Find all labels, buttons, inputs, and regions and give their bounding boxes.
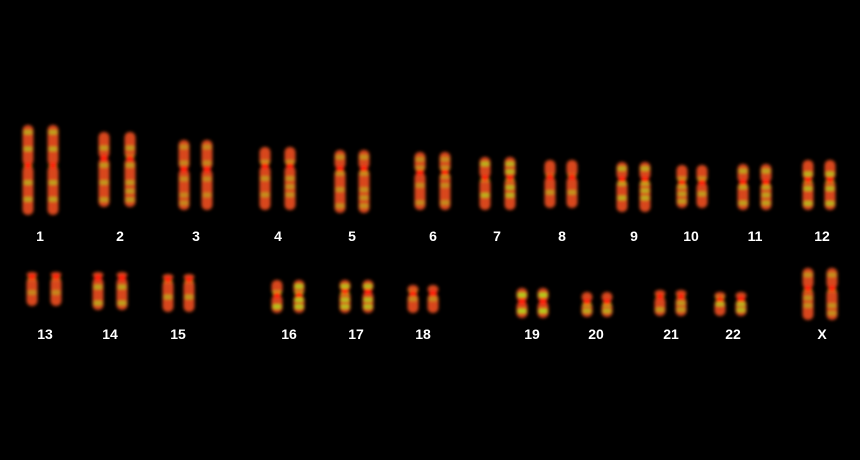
chromosome-label-16: 16 xyxy=(281,326,297,342)
chromosome-pair-3 xyxy=(179,140,213,210)
chromosome-pair-8 xyxy=(545,160,578,208)
chromosome xyxy=(715,292,726,316)
chromosome xyxy=(163,274,174,312)
chromosome xyxy=(99,132,110,207)
chromosome-pair-19 xyxy=(517,288,549,318)
chromosome-label-12: 12 xyxy=(814,228,830,244)
chromosome-pair-10 xyxy=(677,165,708,208)
chromosome xyxy=(51,272,62,306)
chromosome xyxy=(359,150,370,213)
chromosome xyxy=(340,280,351,313)
chromosome-label-21: 21 xyxy=(663,326,679,342)
chromosome-label-1: 1 xyxy=(36,228,44,244)
chromosome xyxy=(538,288,549,318)
chromosome xyxy=(179,140,190,210)
chromosome-label-18: 18 xyxy=(415,326,431,342)
chromosome-pair-7 xyxy=(480,157,516,210)
chromosome xyxy=(676,290,687,316)
chromosome-pair-2 xyxy=(99,132,136,207)
chromosome xyxy=(408,285,419,313)
chromosome xyxy=(294,280,305,313)
chromosome xyxy=(517,288,528,318)
chromosome xyxy=(697,165,708,208)
chromosome xyxy=(736,292,747,316)
chromosome xyxy=(825,160,836,210)
chromosome xyxy=(27,272,38,306)
chromosome xyxy=(285,147,296,210)
chromosome xyxy=(125,132,136,207)
chromosome xyxy=(617,162,628,212)
chromosome-label-3: 3 xyxy=(192,228,200,244)
chromosome xyxy=(202,140,213,210)
chromosome xyxy=(184,274,195,312)
chromosome-pair-18 xyxy=(408,285,439,313)
chromosome-label-6: 6 xyxy=(429,228,437,244)
chromosome-label-19: 19 xyxy=(524,326,540,342)
chromosome-label-X: X xyxy=(817,326,826,342)
chromosome-pair-12 xyxy=(803,160,836,210)
chromosome-pair-11 xyxy=(738,164,772,210)
chromosome-pair-14 xyxy=(93,272,128,310)
chromosome xyxy=(582,292,593,317)
chromosome xyxy=(272,280,283,313)
chromosome xyxy=(677,165,688,208)
chromosome-label-14: 14 xyxy=(102,326,118,342)
chromosome-label-17: 17 xyxy=(348,326,364,342)
chromosome xyxy=(23,125,34,215)
chromosome xyxy=(93,272,104,310)
chromosome xyxy=(803,268,814,320)
chromosome-pair-21 xyxy=(655,290,687,316)
chromosome xyxy=(545,160,556,208)
chromosome-pair-9 xyxy=(617,162,651,212)
chromosome-label-22: 22 xyxy=(725,326,741,342)
chromosome xyxy=(827,268,838,320)
chromosome-pair-13 xyxy=(27,272,62,306)
chromosome xyxy=(655,290,666,316)
chromosome-pair-6 xyxy=(415,152,451,210)
chromosome-pair-4 xyxy=(260,147,296,210)
chromosome-label-11: 11 xyxy=(748,228,763,244)
chromosome-pair-X xyxy=(803,268,838,320)
chromosome-label-8: 8 xyxy=(558,228,566,244)
chromosome-label-10: 10 xyxy=(683,228,699,244)
chromosome xyxy=(567,160,578,208)
chromosome xyxy=(440,152,451,210)
chromosome-label-13: 13 xyxy=(37,326,53,342)
chromosome xyxy=(335,150,346,213)
chromosome-pair-16 xyxy=(272,280,305,313)
chromosome-pair-17 xyxy=(340,280,374,313)
chromosome xyxy=(428,285,439,313)
chromosome-pair-15 xyxy=(163,274,195,312)
chromosome xyxy=(761,164,772,210)
chromosome-label-5: 5 xyxy=(348,228,356,244)
chromosome xyxy=(363,280,374,313)
chromosome xyxy=(260,147,271,210)
chromosome xyxy=(415,152,426,210)
chromosome-label-2: 2 xyxy=(116,228,124,244)
chromosome-label-4: 4 xyxy=(274,228,282,244)
chromosome-label-9: 9 xyxy=(630,228,638,244)
chromosome xyxy=(738,164,749,210)
chromosome-pair-5 xyxy=(335,150,370,213)
chromosome-pair-22 xyxy=(715,292,747,316)
chromosome xyxy=(117,272,128,310)
karyotype-image: 1 2 3 4 5 6 7 8 9 10 11 12 13 14 15 16 17 18 19 20 21 22 X xyxy=(0,0,860,460)
chromosome xyxy=(480,157,491,210)
chromosome-label-7: 7 xyxy=(493,228,501,244)
chromosome xyxy=(48,125,59,215)
chromosome xyxy=(803,160,814,210)
chromosome xyxy=(505,157,516,210)
chromosome-label-15: 15 xyxy=(170,326,186,342)
chromosome-label-20: 20 xyxy=(588,326,604,342)
chromosome-pair-1 xyxy=(23,125,59,215)
chromosome xyxy=(602,292,613,317)
chromosome xyxy=(640,162,651,212)
chromosome-pair-20 xyxy=(582,292,613,317)
